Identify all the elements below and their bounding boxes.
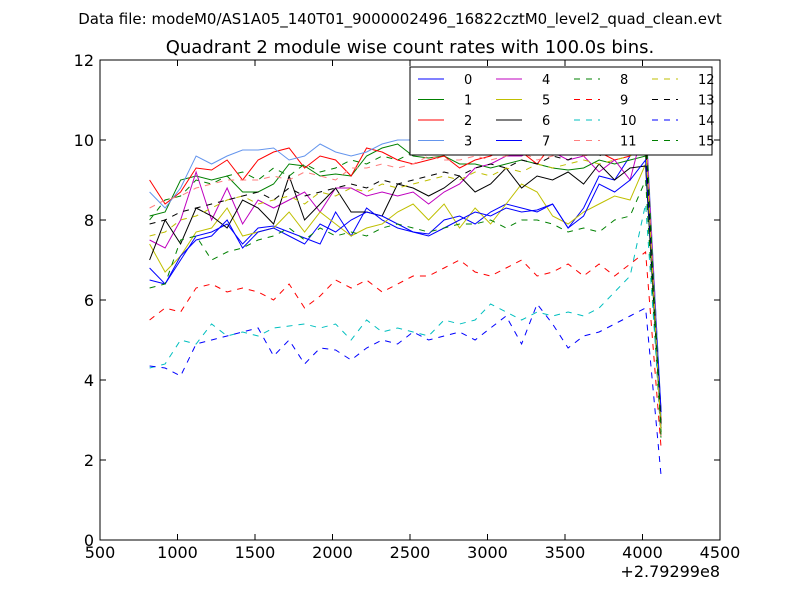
legend-label: 5 — [542, 94, 550, 109]
chart-title: Quadrant 2 module wise count rates with … — [166, 37, 655, 58]
y-tick-label: 10 — [74, 131, 94, 150]
legend-label: 13 — [698, 94, 715, 109]
legend-label: 4 — [542, 73, 550, 88]
series-line-4 — [149, 119, 662, 429]
series-line-12 — [149, 143, 662, 433]
legend-label: 15 — [698, 135, 715, 150]
legend-label: 9 — [620, 94, 628, 109]
legend-label: 3 — [464, 135, 472, 150]
series-line-5 — [149, 163, 662, 425]
x-tick-label: 1000 — [157, 543, 198, 562]
figure-suptitle: Data file: modeM0/AS1A05_140T01_90000024… — [78, 10, 722, 29]
plot-frame — [99, 59, 721, 541]
legend-label: 2 — [464, 114, 472, 129]
x-tick-label: 4000 — [622, 543, 663, 562]
legend-label: 11 — [620, 135, 637, 150]
series-line-13 — [149, 143, 662, 425]
series-line-1 — [149, 143, 662, 433]
legend-box — [409, 66, 713, 156]
x-axis-offset-label: +2.79299e8 — [620, 562, 720, 581]
x-axis: 500 1000 1500 2000 2500 3000 3500 4000 4500 — [85, 60, 741, 562]
series-line-7 — [149, 158, 662, 413]
x-tick-label: 500 — [85, 543, 116, 562]
legend-label: 7 — [542, 135, 550, 150]
x-tick-label: 3500 — [545, 543, 586, 562]
y-tick-label: 2 — [84, 451, 94, 470]
legend-label: 1 — [464, 94, 472, 109]
x-tick-label: 4500 — [700, 543, 741, 562]
y-tick-label: 4 — [84, 371, 94, 390]
y-tick-label: 0 — [84, 531, 94, 550]
legend-label: 10 — [620, 114, 637, 129]
y-tick-label: 12 — [74, 51, 94, 70]
legend-label: 12 — [698, 73, 715, 88]
series-line-14 — [149, 302, 662, 477]
legend-label: 0 — [464, 73, 472, 88]
y-tick-label: 8 — [84, 211, 94, 230]
x-tick-label: 1500 — [235, 543, 276, 562]
series-line-8 — [149, 179, 662, 441]
legend-label: 14 — [698, 114, 715, 129]
x-tick-label: 3000 — [467, 543, 508, 562]
x-tick-label: 2500 — [390, 543, 431, 562]
x-tick-label: 2000 — [312, 543, 353, 562]
y-tick-label: 6 — [84, 291, 94, 310]
legend-label: 8 — [620, 73, 628, 88]
legend-label: 6 — [542, 114, 550, 129]
